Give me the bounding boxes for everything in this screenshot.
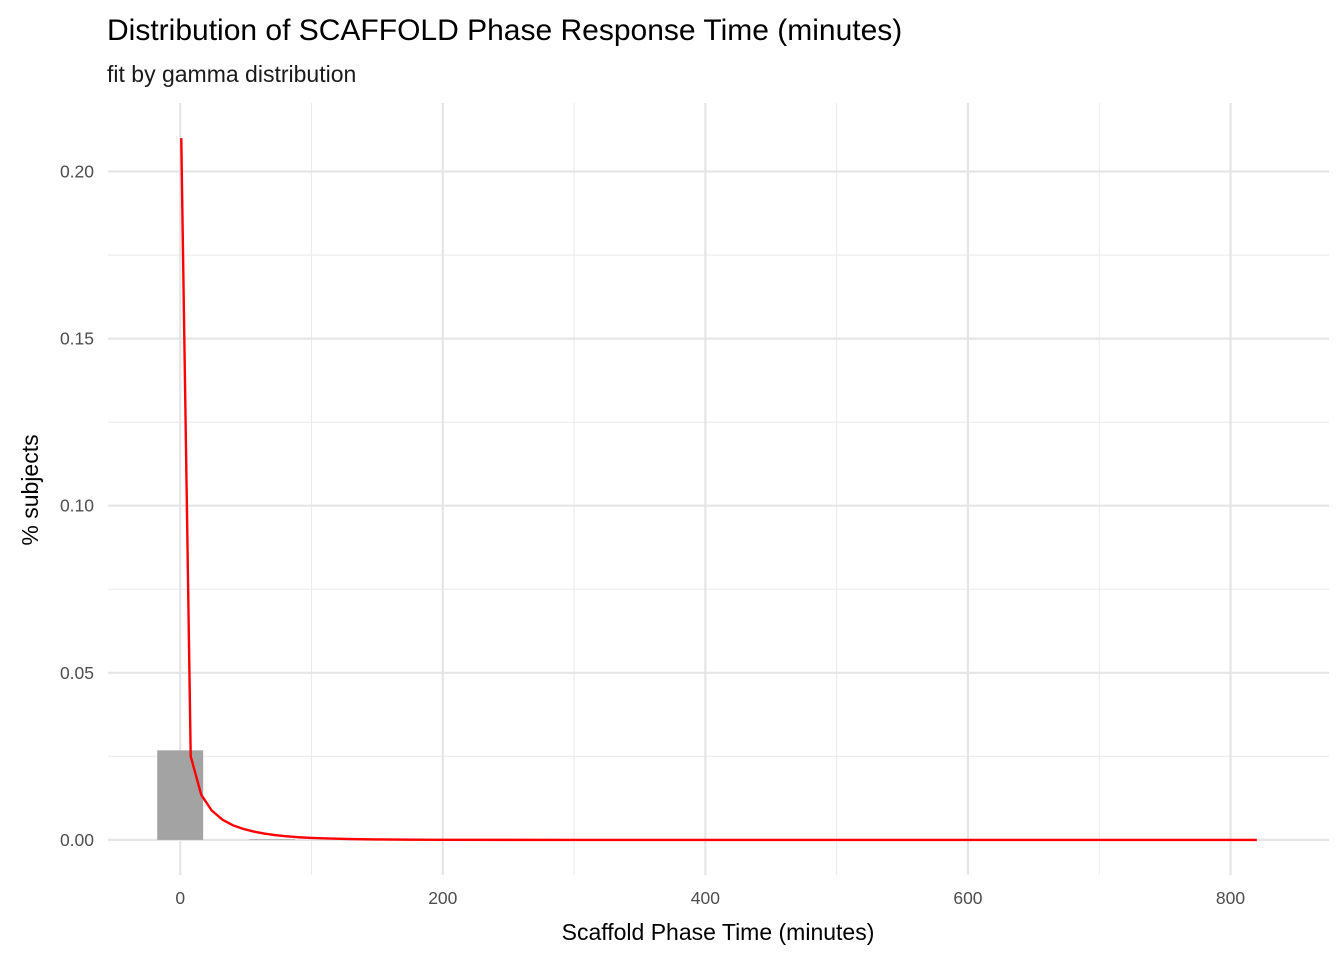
y-tick-label: 0.00 bbox=[60, 830, 94, 850]
chart-title: Distribution of SCAFFOLD Phase Response … bbox=[107, 14, 902, 47]
y-axis-ticks: 0.00 0.05 0.10 0.15 0.20 bbox=[60, 162, 94, 850]
histogram-bar-1 bbox=[249, 839, 296, 840]
histogram-bar-0 bbox=[157, 750, 204, 840]
gamma-fit-curve bbox=[180, 138, 1257, 842]
x-tick-label: 400 bbox=[691, 888, 720, 908]
x-tick-label: 0 bbox=[175, 888, 185, 908]
x-axis-title: Scaffold Phase Time (minutes) bbox=[562, 919, 875, 945]
x-tick-label: 200 bbox=[428, 888, 457, 908]
y-tick-label: 0.05 bbox=[60, 663, 94, 683]
chart-subtitle: fit by gamma distribution bbox=[107, 61, 356, 87]
y-tick-label: 0.15 bbox=[60, 329, 94, 349]
grid bbox=[108, 103, 1329, 875]
x-tick-label: 800 bbox=[1216, 888, 1245, 908]
x-axis-ticks: 0 200 400 600 800 bbox=[175, 888, 1245, 908]
histogram-bars bbox=[157, 750, 296, 840]
y-tick-label: 0.10 bbox=[60, 496, 94, 516]
y-axis-title: % subjects bbox=[17, 434, 43, 545]
gamma-fit-line bbox=[180, 138, 1257, 842]
x-tick-label: 600 bbox=[953, 888, 982, 908]
y-tick-label: 0.20 bbox=[60, 162, 94, 182]
